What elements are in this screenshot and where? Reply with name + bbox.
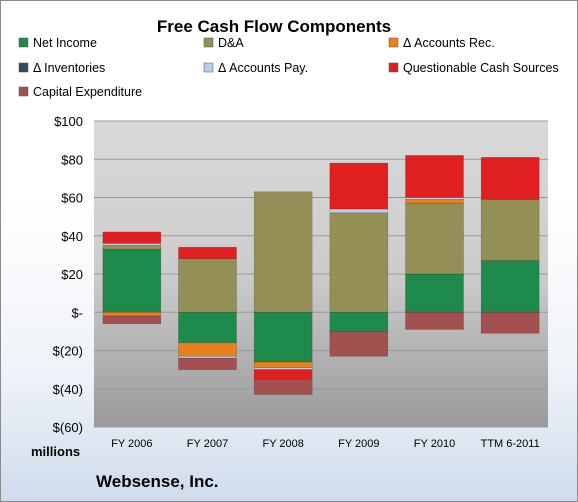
x-axis-ticks: FY 2006 FY 2007 FY 2008 FY 2009 FY 2010 TTM 6… — [111, 438, 540, 450]
bar-questionable-cash-sources-ttm-6-2011 — [480, 157, 540, 200]
bar-net-income-fy-2010 — [405, 273, 464, 313]
bar-net-income-fy-2006 — [102, 248, 162, 313]
bar-questionable-cash-sources-fy-2009 — [329, 162, 389, 210]
bar-d-a-ttm-6-2011 — [480, 199, 540, 261]
legend-label-delta-accounts-pay: Δ Accounts Pay. — [218, 61, 308, 75]
x-tick-label: FY 2010 — [414, 438, 455, 450]
legend-swatch-d-a — [203, 37, 214, 48]
legend-label-net-income: Net Income — [33, 36, 97, 50]
bar-d-a-fy-2009 — [329, 212, 389, 313]
bar-delta-accounts-rec-fy-2007 — [178, 342, 237, 357]
y-tick-label: $60 — [61, 191, 83, 206]
legend-swatch-delta-inventories — [18, 62, 29, 73]
y-tick-label: $(20) — [53, 344, 83, 359]
bar-d-a-fy-2007 — [178, 258, 237, 313]
legend-label-delta-accounts-rec: Δ Accounts Rec. — [403, 36, 495, 50]
x-tick-label: TTM 6-2011 — [481, 438, 540, 450]
legend-label-capital-expenditure: Capital Expenditure — [33, 85, 142, 99]
y-tick-label: $- — [71, 305, 83, 320]
bar-d-a-fy-2006 — [102, 245, 162, 250]
bar-questionable-cash-sources-fy-2008 — [253, 369, 313, 380]
bar-questionable-cash-sources-fy-2010 — [405, 155, 464, 198]
bar-questionable-cash-sources-fy-2007 — [178, 246, 237, 260]
company-name: Websense, Inc. — [96, 472, 219, 491]
y-tick-label: $80 — [61, 152, 83, 167]
legend-swatch-delta-accounts-rec — [388, 37, 399, 48]
legend-label-d-a: D&A — [218, 36, 244, 50]
unit-label: millions — [31, 444, 80, 459]
bar-capital-expenditure-ttm-6-2011 — [480, 311, 540, 334]
bar-delta-accounts-rec-fy-2006 — [102, 311, 162, 317]
y-axis-ticks: $100 $80 $60 $40 $20 $- $(20) $(40) $(60) — [53, 114, 83, 435]
bar-capital-expenditure-fy-2009 — [329, 331, 389, 357]
x-tick-label: FY 2008 — [262, 438, 303, 450]
x-tick-label: FY 2007 — [187, 438, 228, 450]
y-tick-label: $(60) — [53, 420, 83, 435]
x-tick-label: FY 2009 — [338, 438, 379, 450]
bar-net-income-fy-2008 — [253, 311, 313, 363]
bar-capital-expenditure-fy-2010 — [405, 311, 464, 330]
bar-d-a-fy-2008 — [253, 191, 313, 313]
y-tick-label: $(40) — [53, 382, 83, 397]
legend-label-delta-inventories: Δ Inventories — [33, 61, 105, 75]
bar-d-a-fy-2010 — [405, 202, 464, 275]
y-tick-label: $40 — [61, 229, 83, 244]
legend: Net Income D&A Δ Accounts Rec. Δ Inventorie… — [18, 36, 559, 99]
legend-swatch-questionable-cash-sources — [388, 62, 399, 73]
bar-capital-expenditure-fy-2007 — [178, 357, 237, 370]
y-tick-label: $20 — [61, 267, 83, 282]
bar-capital-expenditure-fy-2008 — [253, 378, 313, 395]
x-tick-label: FY 2006 — [111, 438, 152, 450]
chart-title: Free Cash Flow Components — [157, 17, 391, 36]
legend-swatch-capital-expenditure — [18, 86, 29, 97]
bar-delta-accounts-pay-fy-2009 — [329, 208, 389, 214]
bar-delta-accounts-rec-fy-2008 — [253, 361, 313, 369]
gridlines — [94, 120, 548, 428]
bar-delta-accounts-rec-fy-2010 — [405, 199, 464, 204]
bar-capital-expenditure-fy-2006 — [102, 315, 162, 325]
bar-questionable-cash-sources-fy-2006 — [102, 231, 162, 244]
y-tick-label: $100 — [54, 114, 83, 129]
legend-swatch-net-income — [18, 37, 29, 48]
bar-net-income-ttm-6-2011 — [480, 260, 540, 313]
legend-label-questionable-cash-sources: Questionable Cash Sources — [403, 61, 559, 75]
bar-net-income-fy-2009 — [329, 311, 389, 332]
legend-swatch-delta-accounts-pay — [203, 62, 214, 73]
bars — [102, 155, 540, 395]
bar-net-income-fy-2007 — [178, 311, 237, 344]
